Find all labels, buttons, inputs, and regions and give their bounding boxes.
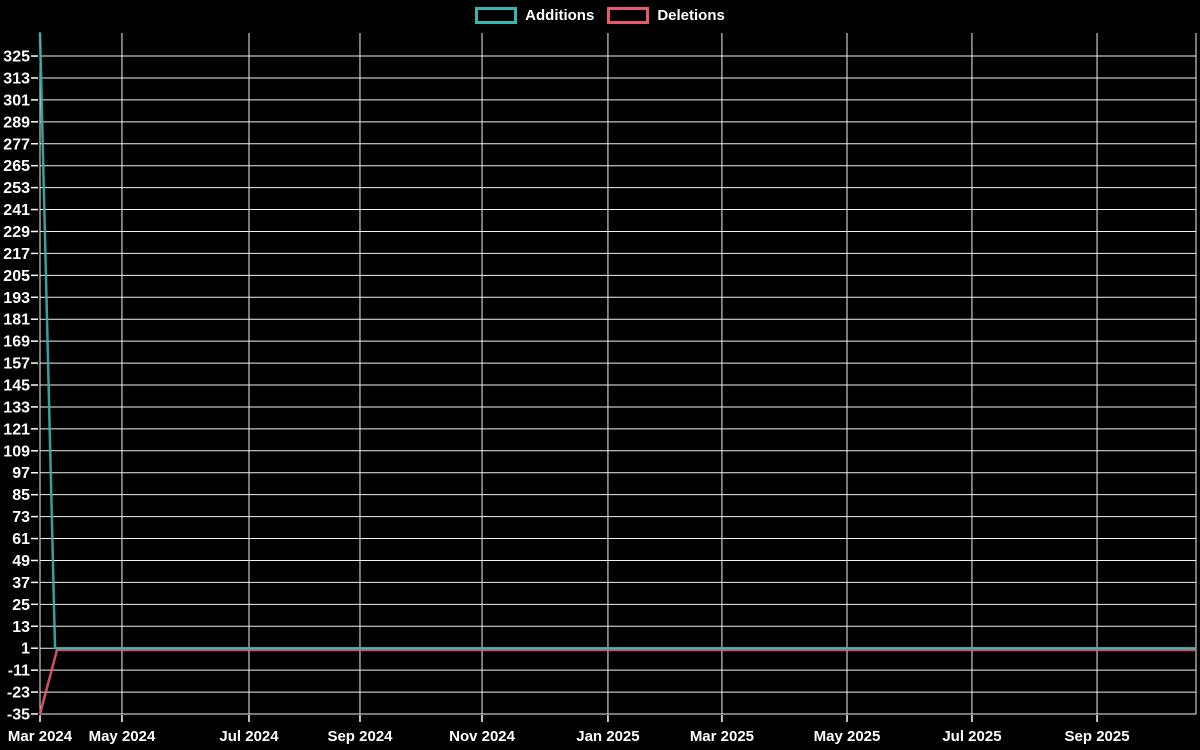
- x-axis-tick-label: Mar 2025: [690, 728, 754, 745]
- x-axis-tick-label: Nov 2024: [449, 728, 516, 745]
- y-axis-tick-label: 133: [3, 399, 30, 416]
- x-axis-tick-label: Sep 2025: [1065, 728, 1130, 745]
- additions-legend-label: Additions: [525, 7, 595, 24]
- y-axis-tick-label: 25: [12, 597, 30, 614]
- legend-item-deletions[interactable]: Deletions: [607, 7, 725, 24]
- y-axis-tick-label: -35: [7, 707, 30, 724]
- x-axis-tick-label: Jul 2024: [219, 728, 279, 745]
- y-axis-tick-label: 145: [3, 378, 30, 395]
- x-axis-tick-label: Sep 2024: [327, 728, 393, 745]
- x-axis-tick-label: May 2024: [89, 728, 156, 745]
- y-axis-tick-label: 265: [3, 158, 30, 175]
- y-axis-tick-label: 97: [12, 465, 30, 482]
- y-axis-tick-label: -23: [7, 685, 30, 702]
- y-axis-tick-label: 121: [3, 421, 30, 438]
- y-axis-tick-label: 325: [3, 49, 30, 66]
- y-axis-tick-label: 73: [12, 509, 30, 526]
- x-axis-tick-label: Jan 2025: [576, 728, 639, 745]
- chart-legend: Additions Deletions: [0, 7, 1200, 24]
- y-axis-tick-label: 85: [12, 487, 30, 504]
- y-axis-tick-label: 301: [3, 92, 30, 109]
- y-axis-tick-label: 109: [3, 443, 30, 460]
- y-axis-tick-label: 217: [3, 246, 30, 263]
- additions-legend-swatch: [475, 7, 518, 24]
- y-axis-tick-label: 229: [3, 224, 30, 241]
- y-axis-tick-label: 241: [3, 202, 30, 219]
- x-axis-tick-label: Mar 2024: [8, 728, 73, 745]
- y-axis-tick-label: 13: [12, 619, 30, 636]
- y-axis-tick-label: 181: [3, 312, 30, 329]
- deletions-legend-label: Deletions: [657, 7, 725, 24]
- additions-line: [38, 32, 1196, 650]
- y-axis-tick-label: 205: [3, 268, 30, 285]
- y-axis-tick-label: -11: [8, 663, 30, 680]
- y-axis-tick-label: 1: [21, 641, 30, 658]
- legend-item-additions[interactable]: Additions: [475, 7, 594, 24]
- deletions-line: [38, 648, 1196, 715]
- y-axis-tick-label: 193: [3, 290, 30, 307]
- y-axis-tick-label: 253: [3, 180, 30, 197]
- y-axis-tick-label: 313: [3, 70, 30, 87]
- x-axis-tick-label: May 2025: [814, 728, 881, 745]
- deletions-legend-swatch: [607, 7, 650, 24]
- y-axis-tick-label: 61: [12, 531, 30, 548]
- x-axis-tick-label: Jul 2025: [942, 728, 1001, 745]
- y-axis-tick-label: 49: [12, 553, 30, 570]
- y-axis-tick-label: 277: [3, 136, 30, 153]
- y-axis-tick-label: 169: [3, 334, 30, 351]
- y-axis-tick-label: 289: [3, 114, 30, 131]
- y-axis-tick-label: 157: [3, 356, 30, 373]
- y-axis-tick-label: 37: [12, 575, 30, 592]
